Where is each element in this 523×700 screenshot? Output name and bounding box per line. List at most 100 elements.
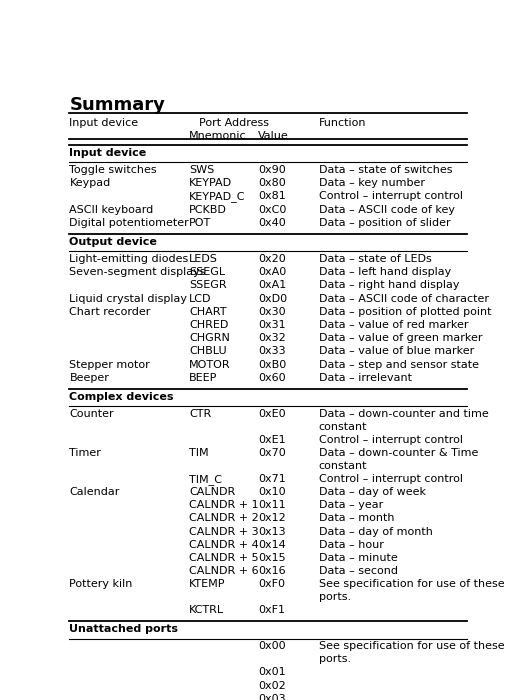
- Text: 0x14: 0x14: [258, 540, 286, 550]
- Text: SSEGL: SSEGL: [189, 267, 225, 277]
- Text: Control – interrupt control: Control – interrupt control: [319, 191, 463, 202]
- Text: Data – left hand display: Data – left hand display: [319, 267, 451, 277]
- Text: ports.: ports.: [319, 592, 351, 602]
- Text: Data – day of week: Data – day of week: [319, 487, 426, 497]
- Text: Data – value of green marker: Data – value of green marker: [319, 333, 482, 343]
- Text: Data – position of slider: Data – position of slider: [319, 218, 450, 228]
- Text: ports.: ports.: [319, 654, 351, 664]
- Text: Data – minute: Data – minute: [319, 553, 397, 563]
- Text: 0x40: 0x40: [258, 218, 286, 228]
- Text: TIM_C: TIM_C: [189, 474, 222, 485]
- Text: CALNDR + 2: CALNDR + 2: [189, 514, 259, 524]
- Text: Port Address: Port Address: [199, 118, 269, 129]
- Text: MOTOR: MOTOR: [189, 360, 231, 370]
- Text: Counter: Counter: [70, 409, 114, 419]
- Text: Data – down-counter and time: Data – down-counter and time: [319, 409, 488, 419]
- Text: constant: constant: [319, 421, 367, 432]
- Text: Summary: Summary: [70, 96, 165, 114]
- Text: Control – interrupt control: Control – interrupt control: [319, 435, 463, 444]
- Text: Seven-segment displays: Seven-segment displays: [70, 267, 206, 277]
- Text: Output device: Output device: [70, 237, 157, 247]
- Text: Timer: Timer: [70, 448, 101, 458]
- Text: Unattached ports: Unattached ports: [70, 624, 178, 634]
- Text: ASCII keyboard: ASCII keyboard: [70, 204, 154, 215]
- Text: 0xF1: 0xF1: [258, 606, 285, 615]
- Text: 0xA1: 0xA1: [258, 280, 286, 290]
- Text: Input device: Input device: [70, 118, 139, 129]
- Text: 0x80: 0x80: [258, 178, 286, 188]
- Text: 0xE0: 0xE0: [258, 409, 286, 419]
- Text: 0xA0: 0xA0: [258, 267, 286, 277]
- Text: Liquid crystal display: Liquid crystal display: [70, 293, 187, 304]
- Text: 0x30: 0x30: [258, 307, 286, 317]
- Text: Data – value of blue marker: Data – value of blue marker: [319, 346, 474, 356]
- Text: LCD: LCD: [189, 293, 211, 304]
- Text: POT: POT: [189, 218, 211, 228]
- Text: Chart recorder: Chart recorder: [70, 307, 151, 317]
- Text: 0xF0: 0xF0: [258, 580, 285, 589]
- Text: LEDS: LEDS: [189, 254, 218, 264]
- Text: CALNDR + 3: CALNDR + 3: [189, 526, 259, 537]
- Text: Stepper motor: Stepper motor: [70, 360, 150, 370]
- Text: Data – ASCII code of character: Data – ASCII code of character: [319, 293, 488, 304]
- Text: CHBLU: CHBLU: [189, 346, 226, 356]
- Text: Toggle switches: Toggle switches: [70, 165, 157, 175]
- Text: 0x31: 0x31: [258, 320, 286, 330]
- Text: 0x13: 0x13: [258, 526, 286, 537]
- Text: SSEGR: SSEGR: [189, 280, 226, 290]
- Text: CALNDR + 6: CALNDR + 6: [189, 566, 259, 576]
- Text: Data – state of LEDs: Data – state of LEDs: [319, 254, 431, 264]
- Text: 0x32: 0x32: [258, 333, 286, 343]
- Text: Input device: Input device: [70, 148, 146, 158]
- Text: Data – right hand display: Data – right hand display: [319, 280, 459, 290]
- Text: 0x12: 0x12: [258, 514, 286, 524]
- Text: KEYPAD_C: KEYPAD_C: [189, 191, 245, 202]
- Text: Data – irrelevant: Data – irrelevant: [319, 373, 412, 383]
- Text: 0x33: 0x33: [258, 346, 286, 356]
- Text: 0x02: 0x02: [258, 680, 286, 691]
- Text: Control – interrupt control: Control – interrupt control: [319, 474, 463, 484]
- Text: Data – position of plotted point: Data – position of plotted point: [319, 307, 491, 317]
- Text: CHRED: CHRED: [189, 320, 229, 330]
- Text: Value: Value: [258, 131, 289, 141]
- Text: BEEP: BEEP: [189, 373, 218, 383]
- Text: 0x11: 0x11: [258, 500, 286, 510]
- Text: Mnemonic: Mnemonic: [189, 131, 247, 141]
- Text: 0xB0: 0xB0: [258, 360, 286, 370]
- Text: CALNDR + 1: CALNDR + 1: [189, 500, 259, 510]
- Text: 0x20: 0x20: [258, 254, 286, 264]
- Text: 0x81: 0x81: [258, 191, 286, 202]
- Text: 0x01: 0x01: [258, 667, 286, 678]
- Text: Data – state of switches: Data – state of switches: [319, 165, 452, 175]
- Text: CTR: CTR: [189, 409, 211, 419]
- Text: Data – value of red marker: Data – value of red marker: [319, 320, 468, 330]
- Text: Data – day of month: Data – day of month: [319, 526, 433, 537]
- Text: CALNDR + 4: CALNDR + 4: [189, 540, 259, 550]
- Text: 0xE1: 0xE1: [258, 435, 286, 444]
- Text: CHART: CHART: [189, 307, 226, 317]
- Text: 0x60: 0x60: [258, 373, 286, 383]
- Text: 0x16: 0x16: [258, 566, 286, 576]
- Text: Data – step and sensor state: Data – step and sensor state: [319, 360, 479, 370]
- Text: Beeper: Beeper: [70, 373, 109, 383]
- Text: Data – key number: Data – key number: [319, 178, 425, 188]
- Text: PCKBD: PCKBD: [189, 204, 227, 215]
- Text: KCTRL: KCTRL: [189, 606, 224, 615]
- Text: CALNDR + 5: CALNDR + 5: [189, 553, 259, 563]
- Text: 0x70: 0x70: [258, 448, 286, 458]
- Text: 0xD0: 0xD0: [258, 293, 287, 304]
- Text: Data – month: Data – month: [319, 514, 394, 524]
- Text: Calendar: Calendar: [70, 487, 120, 497]
- Text: Light-emitting diodes: Light-emitting diodes: [70, 254, 189, 264]
- Text: 0x10: 0x10: [258, 487, 286, 497]
- Text: TIM: TIM: [189, 448, 209, 458]
- Text: Function: Function: [319, 118, 366, 129]
- Text: 0x15: 0x15: [258, 553, 286, 563]
- Text: Data – hour: Data – hour: [319, 540, 383, 550]
- Text: Data – down-counter & Time: Data – down-counter & Time: [319, 448, 478, 458]
- Text: 0x03: 0x03: [258, 694, 286, 700]
- Text: 0x71: 0x71: [258, 474, 286, 484]
- Text: Keypad: Keypad: [70, 178, 111, 188]
- Text: Complex devices: Complex devices: [70, 392, 174, 402]
- Text: KTEMP: KTEMP: [189, 580, 225, 589]
